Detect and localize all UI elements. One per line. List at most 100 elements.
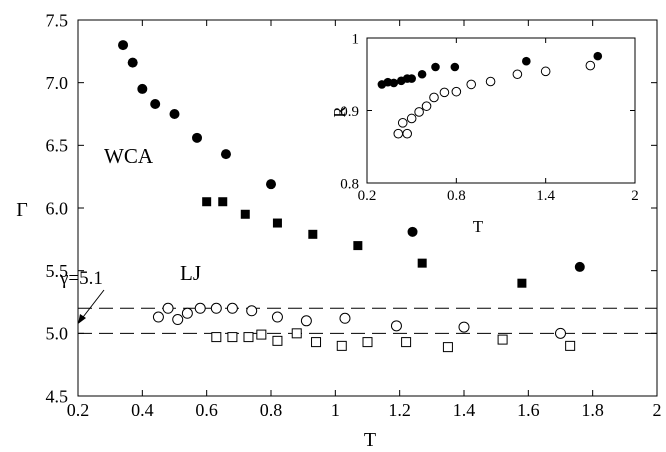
main-series-0-point <box>150 98 161 109</box>
main-series-2-point <box>152 311 164 323</box>
main-series-0-point <box>574 261 585 272</box>
main-x-tick-label: 1.4 <box>453 400 476 420</box>
inset-x-axis-title: T <box>473 217 484 236</box>
main-series-2-point <box>458 321 470 333</box>
inset-series-0-point <box>407 74 416 83</box>
inset-x-tick-label: 2 <box>631 188 639 204</box>
annotation-wca: WCA <box>104 144 154 168</box>
main-series-3-point <box>256 329 267 340</box>
annotation-gamma-arrowhead <box>78 314 86 324</box>
main-x-tick-label: 1.8 <box>581 400 604 420</box>
inset-y-tick-label: 0.8 <box>340 176 359 192</box>
inset-series-1-point <box>451 86 462 97</box>
inset-series-1-point <box>397 118 408 128</box>
inset-y-tick-label: 1 <box>352 31 360 47</box>
main-series-3-point <box>311 337 322 348</box>
main-series-2-point <box>210 302 222 314</box>
main-series-0-point <box>266 179 276 190</box>
main-y-tick-label: 7.5 <box>46 10 69 30</box>
main-y-tick-label: 6.5 <box>46 136 69 156</box>
main-series-2-point <box>339 312 351 324</box>
main-series-3-point <box>227 332 238 343</box>
main-series-1-point <box>218 197 228 207</box>
main-x-tick-label: 1.2 <box>388 400 411 420</box>
main-y-tick-label: 6.0 <box>46 198 69 218</box>
main-x-tick-label: 0.6 <box>195 400 218 420</box>
main-y-tick-label: 7.0 <box>46 73 69 93</box>
inset-series-0-point <box>522 56 531 66</box>
inset-background <box>367 38 635 183</box>
inset-series-1-point <box>429 92 439 103</box>
main-series-0-point <box>127 57 138 68</box>
inset-series-0-point <box>593 51 603 61</box>
main-series-0-point <box>118 40 129 51</box>
inset-x-tick-label: 0.2 <box>358 188 377 204</box>
inset-series-1-point <box>421 101 432 111</box>
main-series-1-point <box>240 209 250 219</box>
main-series-3-point <box>291 328 302 339</box>
inset-series-1-point <box>393 128 404 139</box>
inset-series-1-point <box>439 87 450 98</box>
main-series-0-point <box>192 132 203 143</box>
main-series-3-point <box>565 340 576 351</box>
main-series-3-point <box>442 342 453 353</box>
main-series-0-point <box>169 109 180 119</box>
main-series-3-point <box>497 334 508 345</box>
main-series-2-point <box>194 302 206 314</box>
inset-x-tick-label: 0.8 <box>447 188 466 204</box>
main-y-axis-title: Γ <box>16 199 28 221</box>
main-series-2-point <box>162 302 174 314</box>
main-series-0-point <box>407 226 418 237</box>
main-series-3-point <box>336 340 347 351</box>
main-series-1-point <box>417 258 427 268</box>
main-x-axis-title: T <box>364 429 376 451</box>
main-plot-layer: 0.2 0.4 0.6 0.8 1 1.2 1.4 1.6 1.8 2 4.5 5.0 5.5 6.0 6.… <box>46 10 662 420</box>
inset-series-0-point <box>450 62 460 72</box>
main-series-2-point <box>271 311 283 323</box>
main-y-tick-label: 5.5 <box>46 261 69 281</box>
main-series-1-point <box>308 229 318 239</box>
main-series-3-point <box>362 337 373 348</box>
main-series-1-point <box>272 218 282 228</box>
inset-y-axis-title: R <box>330 106 349 118</box>
main-series-0-point <box>220 149 231 160</box>
main-x-tick-label: 2 <box>653 400 662 420</box>
main-series-2-point <box>172 314 184 326</box>
main-x-tick-label: 0.8 <box>260 400 283 420</box>
inset-series-1-point <box>466 79 477 90</box>
main-series-3-point <box>272 335 283 346</box>
main-series-1-point <box>517 278 527 288</box>
annotation-gamma: γ=5.1 <box>59 268 103 289</box>
inset-series-1-point <box>485 76 496 87</box>
main-series-2-point <box>226 302 238 314</box>
inset-series-1-point <box>585 60 596 71</box>
main-series-3-point <box>211 332 222 343</box>
main-series-0-point <box>137 83 148 94</box>
main-series-1-point <box>202 197 212 207</box>
main-series-2-point <box>300 315 312 327</box>
main-y-tick-label: 5.0 <box>46 324 69 344</box>
inset-series-1-point <box>512 69 523 80</box>
inset-plot-layer: 0.2 0.8 1.4 20.80.91 <box>340 31 639 204</box>
inset-x-tick-label: 1.4 <box>536 188 555 204</box>
main-y-tick-label: 4.5 <box>46 386 69 406</box>
inset-series-0-point <box>431 62 440 72</box>
main-series-2-point <box>555 327 566 339</box>
main-series-3-point <box>243 332 254 343</box>
main-x-tick-label: 0.4 <box>131 400 154 420</box>
inset-series-1-point <box>406 113 417 124</box>
main-x-tick-label: 1.6 <box>517 400 540 420</box>
main-x-tick-label: 1 <box>331 400 340 420</box>
annotation-gamma-arrow-line <box>79 289 105 322</box>
main-series-2-point <box>181 307 193 319</box>
main-series-3-point <box>401 337 412 348</box>
main-series-2-point <box>390 320 402 332</box>
main-x-tick-label: 0.2 <box>67 400 90 420</box>
main-series-1-point <box>353 241 363 251</box>
inset-series-0-point <box>389 78 399 88</box>
inset-series-0-point <box>417 69 427 79</box>
inset-series-1-point <box>540 66 551 77</box>
inset-series-1-point <box>402 128 413 139</box>
inset-y-tick-label: 0.9 <box>340 104 359 120</box>
